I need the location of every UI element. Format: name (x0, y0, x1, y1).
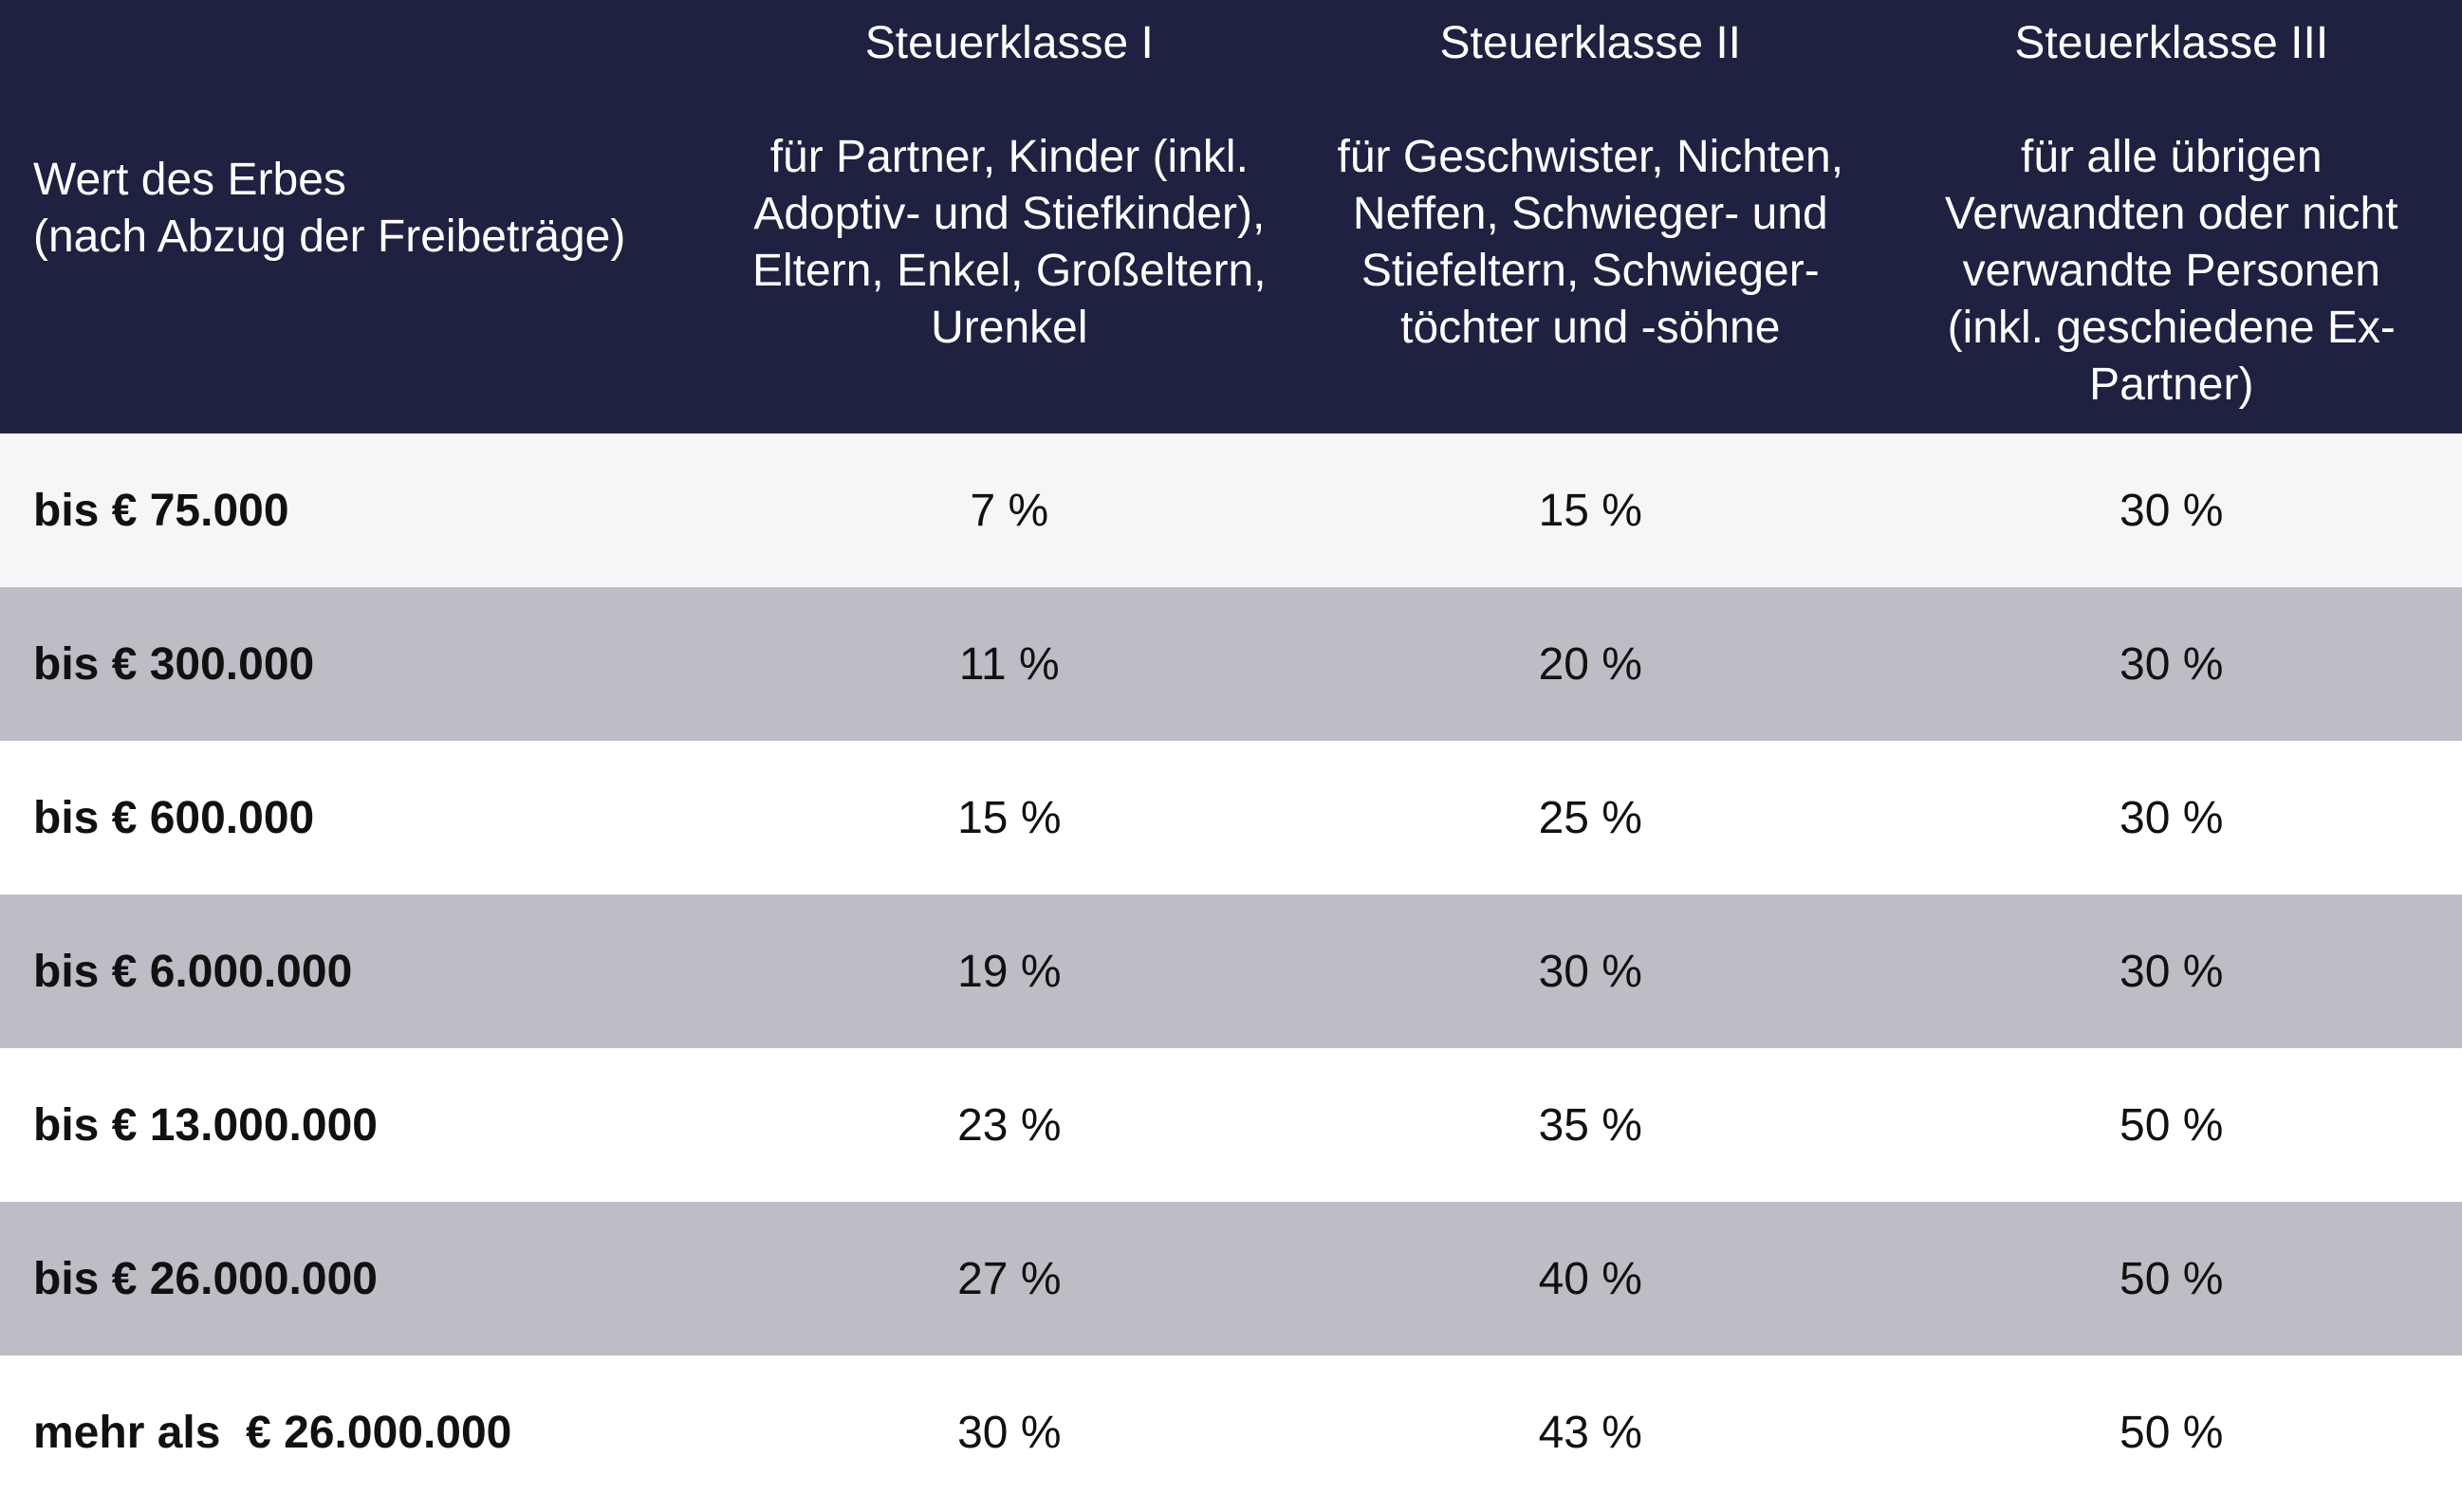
rate-cell: 11 % (958, 638, 1060, 690)
column-title: Steuerklasse II (1439, 18, 1742, 68)
table-row: bis € 26.000.000 27 % 40 % 50 % (0, 1202, 2462, 1355)
rate-cell: 15 % (1538, 485, 1642, 536)
table-row: bis € 6.000.000 19 % 30 % 30 % (0, 894, 2462, 1048)
rate-cell: 35 % (1538, 1099, 1642, 1151)
rate-cell: 7 % (970, 485, 1049, 536)
row-label: bis € 300.000 (33, 638, 315, 690)
rate-cell: 15 % (957, 792, 1062, 843)
header-cell: Steuerklasse III für alle übrigen Verwand… (1881, 0, 2462, 433)
rate-cell: 30 % (2120, 485, 2224, 536)
table-row: bis € 13.000.000 23 % 35 % 50 % (0, 1048, 2462, 1202)
column-description: für Partner, Kinder (inkl. Adoptiv- und … (752, 132, 1267, 353)
rate-cell: 20 % (1538, 638, 1642, 690)
rate-cell: 30 % (2120, 638, 2224, 690)
header-cell: Wert des Erbes (nach Abzug der Freibeträg… (0, 0, 719, 433)
rate-cell: 27 % (957, 1253, 1062, 1304)
row-label: bis € 6.000.000 (33, 946, 353, 997)
header-cell: Steuerklasse I für Partner, Kinder (inkl.… (719, 0, 1300, 433)
column-title: Steuerklasse I (864, 18, 1154, 68)
column-description: für Geschwister, Nichten, Neffen, Schwie… (1337, 132, 1844, 353)
column-description: für alle übrigen Verwandten oder nicht v… (1944, 132, 2398, 410)
header-row: Wert des Erbes (nach Abzug der Freibeträg… (0, 0, 2462, 433)
table-row: mehr als € 26.000.000 30 % 43 % 50 % (0, 1355, 2462, 1509)
row-label: bis € 600.000 (33, 792, 315, 843)
rate-cell: 25 % (1538, 792, 1642, 843)
rate-cell: 50 % (2120, 1099, 2224, 1151)
header-cell: Steuerklasse II für Geschwister, Nichten,… (1300, 0, 1880, 433)
header-label: (nach Abzug der Freibeträge) (33, 211, 626, 262)
row-label: bis € 75.000 (33, 485, 289, 536)
rate-cell: 30 % (2120, 792, 2224, 843)
rate-cell: 43 % (1538, 1407, 1642, 1458)
rate-cell: 40 % (1538, 1253, 1642, 1304)
table-row: bis € 300.000 11 % 20 % 30 % (0, 587, 2462, 741)
rate-cell: 30 % (2120, 946, 2224, 997)
rate-cell: 30 % (957, 1407, 1062, 1458)
rate-cell: 23 % (957, 1099, 1062, 1151)
rate-cell: 50 % (2120, 1253, 2224, 1304)
table-row: bis € 75.000 7 % 15 % 30 % (0, 433, 2462, 587)
row-label: bis € 13.000.000 (33, 1099, 378, 1151)
rate-cell: 30 % (1538, 946, 1642, 997)
rate-cell: 19 % (957, 946, 1062, 997)
column-title: Steuerklasse III (2014, 18, 2329, 68)
table-body: bis € 75.000 7 % 15 % 30 % bis € 300.000 11 %… (0, 433, 2462, 1509)
header-label: Wert des Erbes (33, 154, 346, 205)
row-label: mehr als € 26.000.000 (33, 1407, 512, 1458)
row-label: bis € 26.000.000 (33, 1253, 378, 1304)
table-header: Wert des Erbes (nach Abzug der Freibeträg… (0, 0, 2462, 433)
table-row: bis € 600.000 15 % 25 % 30 % (0, 741, 2462, 894)
rate-cell: 50 % (2120, 1407, 2224, 1458)
